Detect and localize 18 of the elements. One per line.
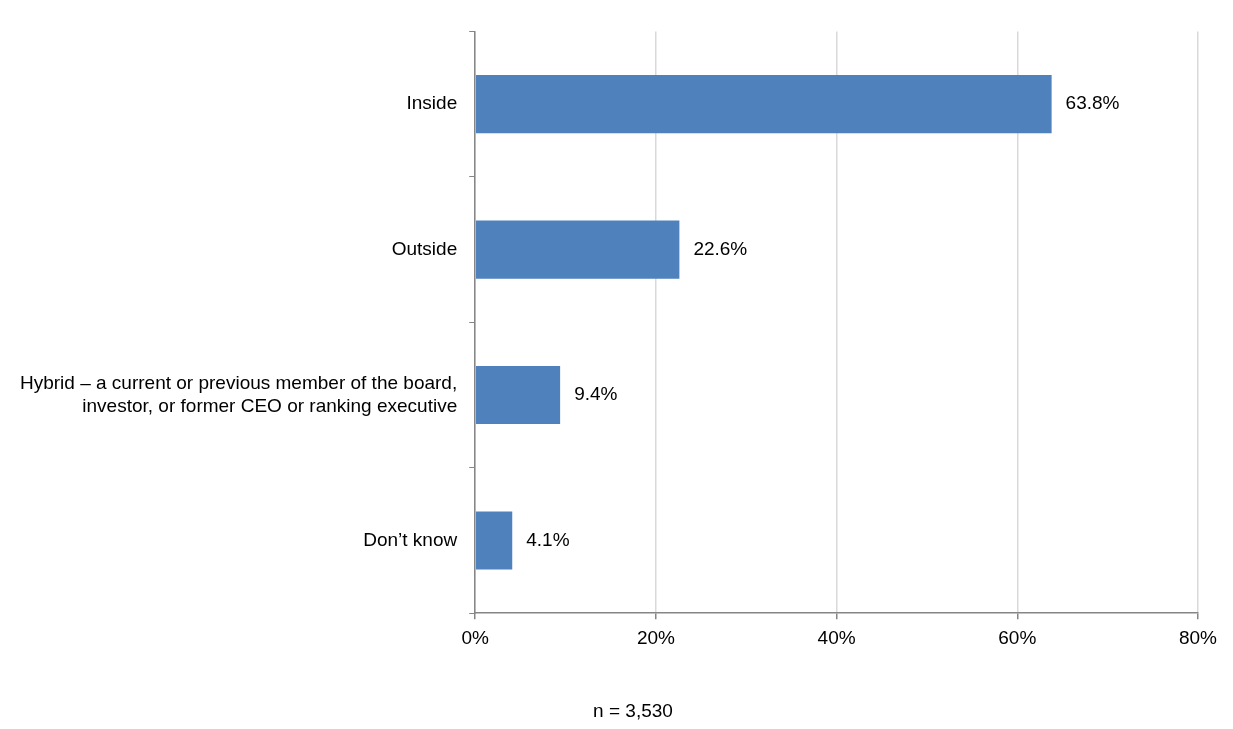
data-label: 22.6% [693,237,748,259]
y-tick-label: Don’t know [363,528,458,550]
text: n = 3,530 [592,700,674,722]
y-tick-label: Inside [406,92,458,114]
x-tick-label: 40% [817,626,856,648]
data-label: 9.4% [574,383,618,405]
x-tick-label: 0% [461,626,490,648]
bar [475,365,561,425]
data-label: 63.8% [1065,92,1120,114]
bar [475,75,1052,134]
y-tick-label: Hybrid – a current or previous member of the board, investor, or former CEO or ranking executive [19,371,458,416]
x-tick-label: 60% [998,626,1037,648]
y-tick-label: Outside [391,237,458,259]
data-label: 4.1% [526,528,570,550]
x-tick-label: 20% [636,626,676,648]
bar [475,511,513,570]
bar [475,220,680,279]
x-tick-label: 80% [1178,626,1218,648]
